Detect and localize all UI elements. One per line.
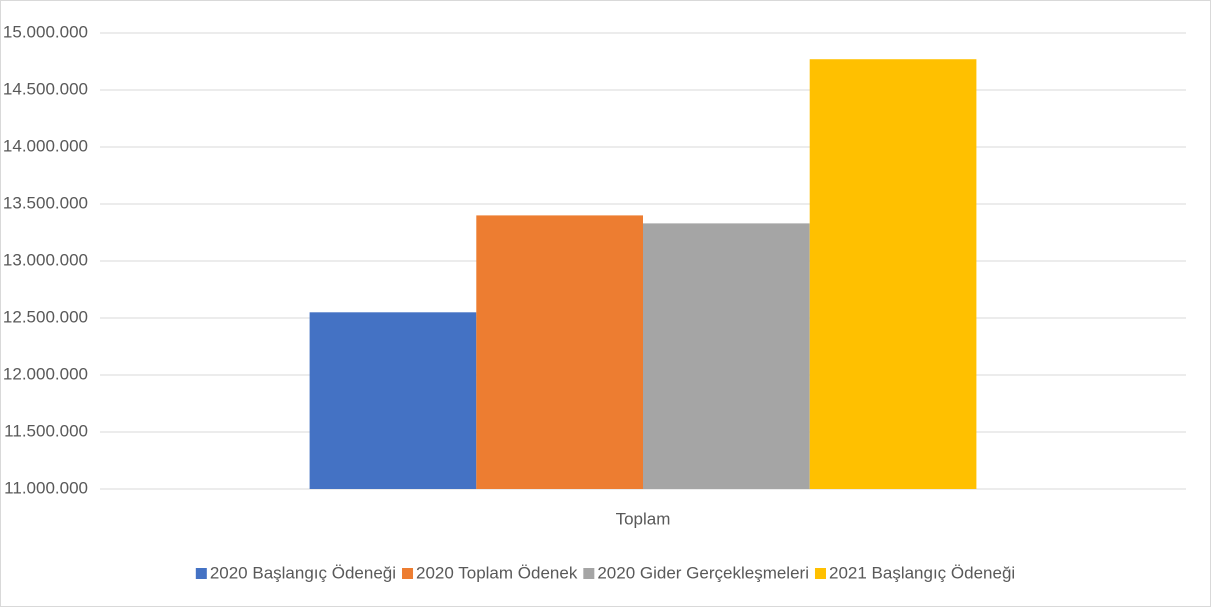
- legend-swatch: [583, 568, 595, 579]
- legend-label: 2021 Başlangıç Ödeneği: [829, 563, 1015, 582]
- legend-label: 2020 Başlangıç Ödeneği: [210, 563, 396, 582]
- y-tick-label: 12.000.000: [3, 364, 88, 383]
- legend-swatch: [402, 568, 414, 579]
- y-tick-label: 11.500.000: [4, 421, 88, 440]
- bar: [643, 223, 810, 489]
- y-tick-label: 11.000.000: [4, 478, 88, 497]
- legend-label: 2020 Gider Gerçekleşmeleri: [597, 563, 809, 582]
- x-tick-label: Toplam: [616, 509, 671, 528]
- y-tick-label: 13.000.000: [3, 250, 88, 269]
- bar: [309, 312, 477, 489]
- legend-swatch: [814, 568, 826, 579]
- legend-swatch: [195, 568, 207, 579]
- y-tick-label: 14.000.000: [3, 136, 88, 155]
- y-tick-label: 14.500.000: [3, 79, 88, 98]
- y-tick-label: 13.500.000: [3, 193, 88, 212]
- y-tick-label: 15.000.000: [3, 22, 88, 41]
- legend-label: 2020 Toplam Ödenek: [416, 563, 578, 582]
- bar: [476, 215, 643, 489]
- bar: [809, 59, 977, 489]
- y-tick-label: 12.500.000: [3, 307, 88, 326]
